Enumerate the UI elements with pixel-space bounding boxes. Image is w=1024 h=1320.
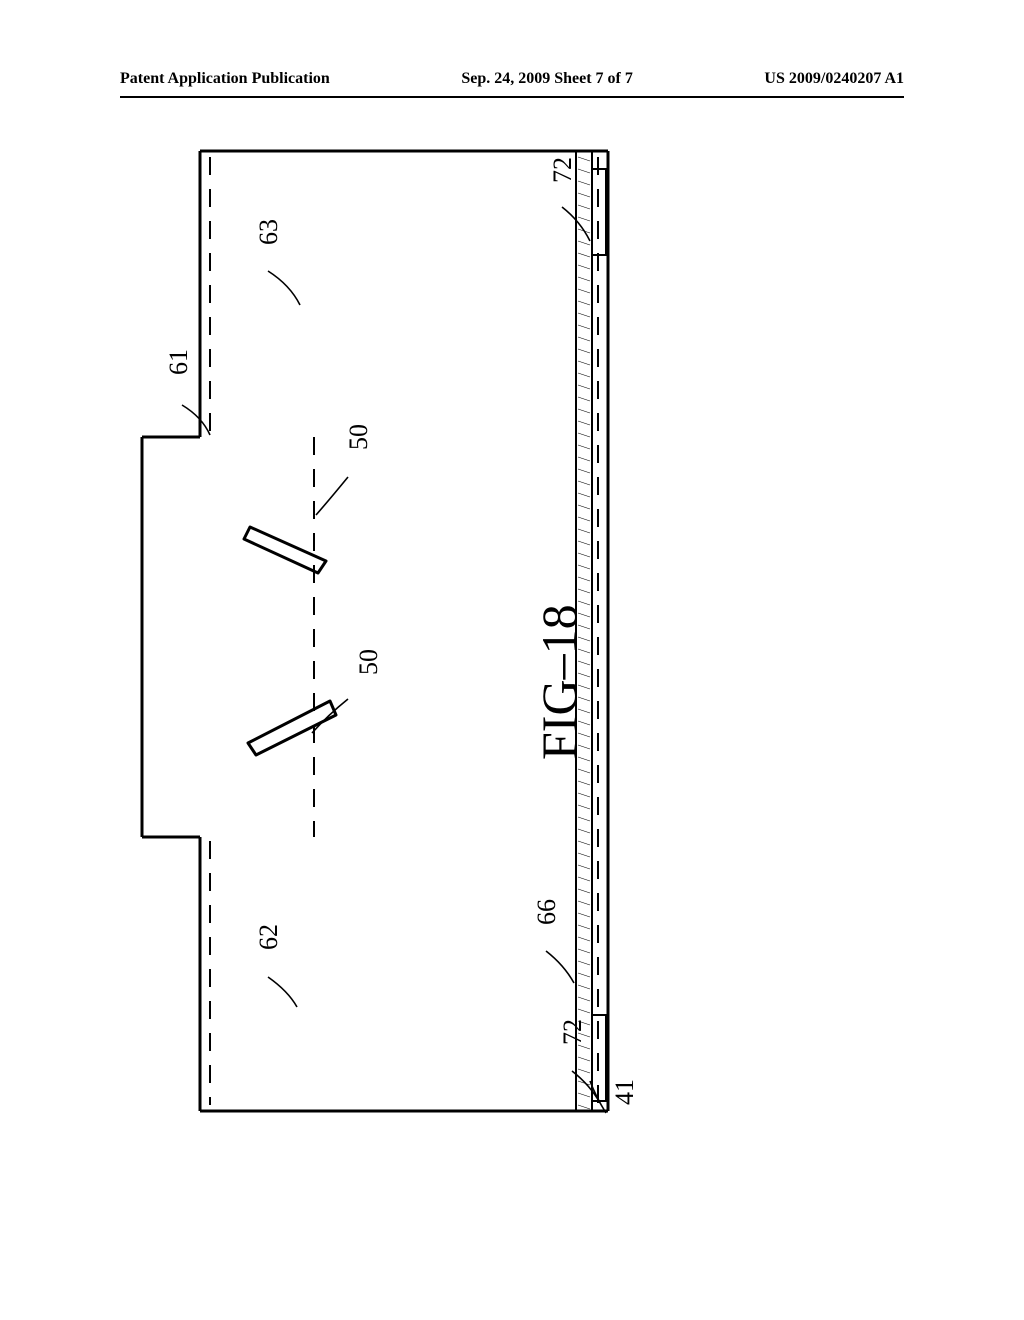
- ref-50: 50: [344, 424, 374, 450]
- header-row: Patent Application Publication Sep. 24, …: [120, 70, 904, 88]
- header-right: US 2009/0240207 A1: [764, 70, 904, 88]
- header-center: Sep. 24, 2009 Sheet 7 of 7: [461, 70, 633, 88]
- ref-63: 63: [254, 219, 284, 245]
- ref-62: 62: [254, 924, 284, 950]
- header-left: Patent Application Publication: [120, 70, 330, 88]
- header-rule: [120, 96, 904, 98]
- ref-61: 61: [164, 349, 194, 375]
- figure-drawing: [138, 145, 905, 1125]
- figure-label: FIG–18: [530, 604, 588, 760]
- ref-41: 41: [610, 1079, 640, 1105]
- ref-50: 50: [354, 649, 384, 675]
- ref-72: 72: [558, 1019, 588, 1045]
- ref-66: 66: [532, 899, 562, 925]
- ref-72: 72: [548, 157, 578, 183]
- page-header: Patent Application Publication Sep. 24, …: [0, 70, 1024, 98]
- figure-18: FIG–18 61 62 63 50 50 66 72 72 41: [130, 145, 905, 1125]
